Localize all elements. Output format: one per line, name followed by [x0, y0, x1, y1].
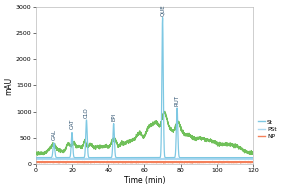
Y-axis label: mAU: mAU	[4, 76, 13, 94]
Legend: St, PSt, NP: St, PSt, NP	[258, 119, 277, 139]
Text: EPI: EPI	[111, 113, 116, 121]
Text: QUE: QUE	[160, 5, 165, 16]
Text: GAL: GAL	[51, 129, 56, 140]
Text: CAT: CAT	[70, 119, 74, 129]
Text: RUT: RUT	[175, 95, 180, 106]
X-axis label: Time (min): Time (min)	[124, 176, 165, 185]
Text: CLO: CLO	[84, 107, 89, 118]
